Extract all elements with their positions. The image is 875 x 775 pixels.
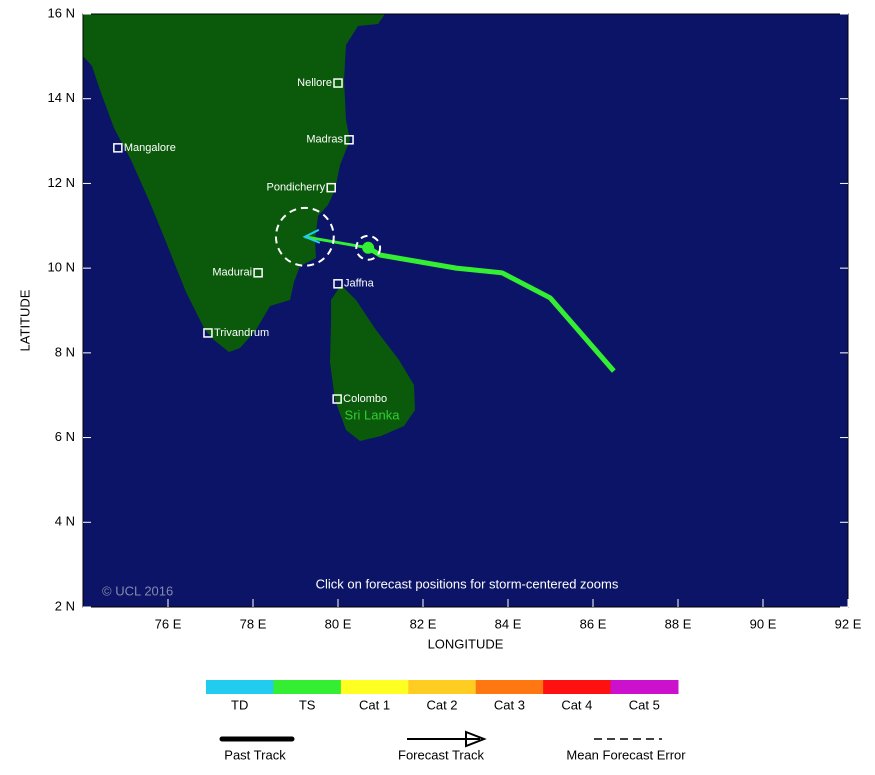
legend-label: Cat 5 xyxy=(629,697,660,712)
forecast-error-circle xyxy=(355,234,382,261)
india-land xyxy=(83,14,385,352)
city-marker xyxy=(333,279,343,289)
y-axis-label: LATITUDE xyxy=(17,289,32,351)
y-tick-label: 10 N xyxy=(48,260,75,275)
legend-label: Cat 2 xyxy=(426,697,457,712)
legend-swatch xyxy=(206,680,274,694)
y-tick-label: 12 N xyxy=(48,175,75,190)
city-marker xyxy=(332,394,342,404)
city-label: Trivandrum xyxy=(214,327,269,339)
zoom-note: Click on forecast positions for storm-ce… xyxy=(316,576,619,591)
legend-track-label: Mean Forecast Error xyxy=(566,747,686,762)
legend-label: Cat 4 xyxy=(561,697,592,712)
x-tick-label: 78 E xyxy=(240,616,267,631)
x-tick-label: 76 E xyxy=(155,616,182,631)
city-label: Pondicherry xyxy=(266,182,325,194)
forecast-track xyxy=(304,235,369,250)
x-tick-label: 82 E xyxy=(410,616,437,631)
country-label: Sri Lanka xyxy=(345,407,401,422)
x-tick-label: 84 E xyxy=(495,616,522,631)
current-position xyxy=(362,241,375,254)
city-marker xyxy=(203,328,213,338)
legend-swatch xyxy=(543,680,612,694)
y-tick-label: 8 N xyxy=(55,344,75,359)
city-marker xyxy=(333,78,343,88)
y-tick-label: 16 N xyxy=(48,5,75,20)
legend-swatch xyxy=(610,680,679,694)
sri-lanka-land xyxy=(330,285,415,441)
city-marker xyxy=(344,135,354,145)
y-tick-label: 4 N xyxy=(55,514,75,529)
y-tick-label: 14 N xyxy=(48,90,75,105)
city-marker xyxy=(253,268,263,278)
city-marker xyxy=(326,182,336,193)
x-tick-label: 80 E xyxy=(325,616,352,631)
city-label: Jaffna xyxy=(344,278,375,290)
city-label: Madurai xyxy=(212,267,252,279)
city-label: Nellore xyxy=(297,77,332,89)
legend-swatch xyxy=(475,680,544,694)
copyright: © UCL 2016 xyxy=(102,583,173,598)
y-tick-label: 2 N xyxy=(55,598,75,613)
city-label: Mangalore xyxy=(124,142,176,154)
legend-label: Cat 1 xyxy=(359,697,390,712)
forecast-error-circle xyxy=(274,206,335,267)
map-frame xyxy=(82,13,849,608)
forecast-arrow xyxy=(302,228,321,244)
legend-label: TD xyxy=(231,697,248,712)
x-tick-label: 86 E xyxy=(580,616,607,631)
x-tick-label: 90 E xyxy=(750,616,777,631)
legend-swatch xyxy=(408,680,477,694)
city-marker xyxy=(113,143,123,153)
x-tick-label: 92 E xyxy=(835,616,862,631)
x-tick-label: 88 E xyxy=(665,616,692,631)
legend-swatch xyxy=(273,680,342,694)
legend-label: Cat 3 xyxy=(494,697,525,712)
legend-label: TS xyxy=(299,697,316,712)
x-axis-label: LONGITUDE xyxy=(428,636,504,651)
y-tick-label: 6 N xyxy=(55,429,75,444)
legend-track-label: Past Track xyxy=(224,747,286,762)
city-label: Madras xyxy=(306,134,343,146)
forecast-arrow-key xyxy=(465,730,487,748)
legend-track-label: Forecast Track xyxy=(398,747,484,762)
legend-swatch xyxy=(340,680,409,694)
city-label: Colombo xyxy=(343,393,387,405)
